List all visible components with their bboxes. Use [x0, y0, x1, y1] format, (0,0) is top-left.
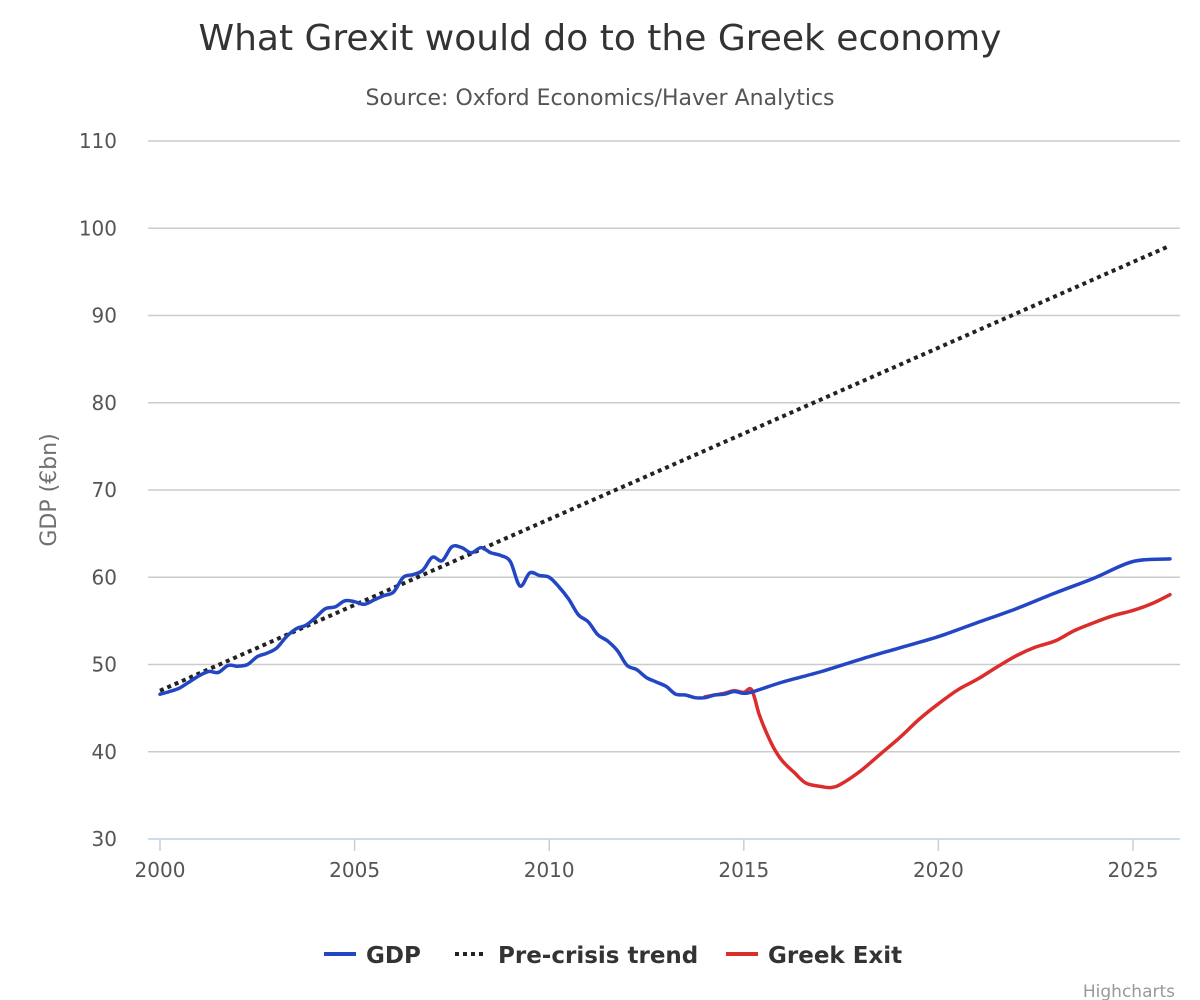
y-tick-label-50: 50 — [92, 653, 117, 677]
y-axis-ticks: 30 40 50 60 70 80 90 100 110 — [79, 129, 117, 851]
gridlines — [148, 140, 1180, 753]
y-tick-label-60: 60 — [92, 565, 117, 589]
y-tick-label-90: 90 — [92, 304, 117, 328]
legend-label-gdp: GDP — [366, 943, 421, 969]
x-tick-label-2005: 2005 — [329, 858, 380, 882]
y-axis-title: GDP (€bn) — [37, 433, 62, 546]
y-tick-label-100: 100 — [79, 216, 117, 240]
x-tick-label-2000: 2000 — [135, 858, 186, 882]
legend: GDP Pre-crisis trend Greek Exit — [324, 943, 902, 969]
y-tick-label-30: 30 — [92, 827, 117, 851]
series-lines — [158, 243, 1172, 790]
x-tick-label-2010: 2010 — [524, 858, 575, 882]
x-tick-label-2025: 2025 — [1108, 858, 1159, 882]
x-tick-label-2015: 2015 — [718, 858, 769, 882]
legend-label-greek-exit: Greek Exit — [768, 943, 902, 969]
x-tick-label-2020: 2020 — [913, 858, 964, 882]
legend-item-gdp[interactable]: GDP — [324, 943, 421, 969]
chart-title: What Grexit would do to the Greek econom… — [198, 18, 1001, 59]
y-tick-label-40: 40 — [92, 740, 117, 764]
legend-item-pre-crisis-trend[interactable]: Pre-crisis trend — [455, 943, 698, 969]
y-tick-label-80: 80 — [92, 391, 117, 415]
y-tick-label-110: 110 — [79, 129, 117, 153]
legend-item-greek-exit[interactable]: Greek Exit — [726, 943, 902, 969]
chart-credit[interactable]: Highcharts — [1083, 982, 1175, 1000]
chart-subtitle: Source: Oxford Economics/Haver Analytics — [365, 86, 834, 111]
y-tick-label-70: 70 — [92, 478, 117, 502]
x-axis-ticks: 2000 2005 2010 2015 2020 2025 — [135, 839, 1159, 882]
legend-label-pre-crisis-trend: Pre-crisis trend — [498, 943, 698, 969]
series-line-gdp[interactable] — [158, 544, 1172, 700]
